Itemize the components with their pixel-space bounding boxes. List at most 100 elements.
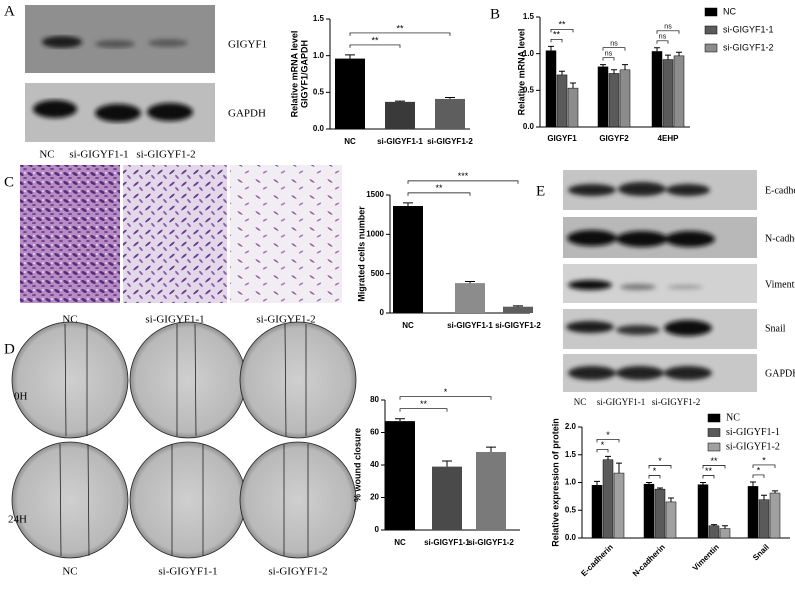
bar [747, 486, 759, 539]
significance-label: ns [605, 51, 613, 58]
y-tick-label: 0.0 [523, 122, 535, 131]
y-tick-label: 500 [371, 269, 385, 278]
y-tick-label: 0.0 [313, 124, 325, 133]
error-bar [772, 490, 778, 494]
image-label: si-GIGYF1-1 [158, 566, 217, 578]
error-bar [616, 462, 622, 474]
bar [758, 499, 770, 539]
legend-label: si-GIGYF1-1 [726, 427, 780, 438]
significance-label: * [444, 387, 448, 397]
panel-label: E [536, 183, 545, 199]
significance-bracket [596, 449, 609, 453]
legend-swatch [707, 442, 721, 452]
images-d [11, 321, 357, 559]
significance-bracket [349, 32, 451, 36]
significance-label: * [601, 440, 605, 450]
bar [385, 101, 415, 129]
significance-label: ** [705, 466, 713, 476]
error-bar [445, 96, 455, 99]
error-bar [345, 54, 355, 59]
significance-label: ns [664, 24, 672, 31]
legend-swatch [704, 43, 718, 53]
significance-bracket [407, 180, 519, 184]
significance-label: *** [458, 171, 469, 181]
y-axis-label: Migrated cells number [356, 206, 366, 302]
legend-label: si-GIGYF1-1 [723, 24, 774, 34]
error-bar [395, 418, 405, 422]
bar [597, 66, 609, 128]
image-label: si-GIGYF1-2 [268, 566, 327, 578]
bar [673, 55, 685, 128]
significance-bracket [656, 30, 680, 34]
bar [613, 472, 625, 539]
bar [556, 74, 568, 128]
bar [619, 69, 631, 128]
error-bar [559, 70, 565, 75]
bar [567, 87, 579, 128]
bar [602, 459, 614, 539]
error-bar [403, 202, 413, 207]
error-bar [750, 481, 756, 487]
error-bar [605, 455, 611, 460]
significance-bracket [550, 38, 563, 43]
error-bar [600, 64, 606, 67]
error-bar [722, 525, 728, 529]
significance-bracket [648, 475, 661, 479]
y-tick-label: 1.0 [313, 51, 325, 60]
band-label: N-cadherin [765, 233, 795, 244]
y-tick-label: 0.0 [565, 533, 577, 542]
x-tick-label: si-GIGYF1-2 [495, 321, 541, 330]
y-tick-label: 0.5 [313, 87, 325, 96]
image-label: NC [62, 566, 77, 578]
significance-label: ** [420, 399, 428, 409]
significance-label: ** [435, 183, 443, 193]
error-bar [657, 487, 663, 490]
y-tick-label: 1.5 [313, 14, 325, 23]
significance-label: ns [610, 41, 618, 48]
y-tick-label: 40 [370, 460, 379, 469]
panel-label: A [4, 3, 15, 19]
legend-swatch [704, 25, 718, 35]
significance-label: ** [371, 35, 379, 45]
y-axis-label: GIGYF1/GAPDH [299, 40, 309, 108]
bar [476, 452, 506, 530]
error-bar [594, 480, 600, 486]
y-tick-label: 0 [375, 525, 380, 534]
significance-bracket [702, 465, 726, 469]
significance-bracket [399, 396, 492, 400]
y-tick-label: 1.0 [565, 478, 577, 487]
y-tick-label: 2.0 [565, 422, 577, 431]
x-tick-label: NC [402, 321, 414, 330]
legend-swatch [704, 7, 718, 17]
x-tick-label: Vimentin [691, 542, 721, 572]
significance-label: * [658, 456, 662, 466]
error-bar [486, 446, 496, 452]
bar [651, 51, 663, 128]
legend-swatch [707, 428, 721, 437]
error-bar [570, 82, 576, 89]
bar [769, 492, 781, 539]
significance-label: ns [659, 34, 667, 41]
bar [608, 73, 620, 128]
panel-label: C [4, 174, 14, 190]
significance-bracket [702, 475, 715, 479]
error-bar [548, 45, 554, 51]
y-tick-label: 60 [370, 428, 379, 437]
y-tick-label: 0 [380, 308, 385, 317]
significance-label: * [762, 455, 766, 465]
bar [455, 283, 485, 313]
y-tick-label: 20 [370, 493, 379, 502]
lane-label: si-GIGYF1-1 [597, 397, 646, 407]
bar [662, 59, 674, 128]
y-tick-label: 80 [370, 395, 379, 404]
bar [432, 466, 462, 530]
band-label: Vimentin [765, 279, 795, 290]
x-tick-label: si-GIGYF1-1 [424, 538, 470, 547]
row-label: 0H [14, 391, 28, 403]
legend-swatch [707, 413, 721, 423]
lane-label: NC [39, 149, 54, 161]
significance-bracket [602, 47, 626, 51]
error-bar [711, 524, 717, 526]
error-bar [700, 482, 706, 485]
